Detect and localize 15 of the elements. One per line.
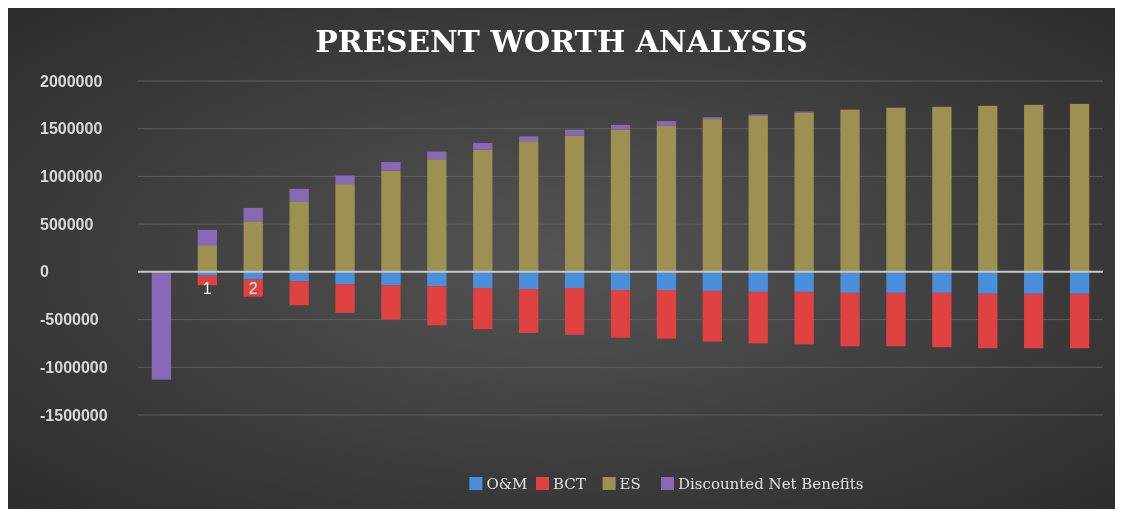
x-tick-label: 2 xyxy=(248,279,258,297)
legend-label: O&M xyxy=(486,475,528,493)
y-tick-label: -500000 xyxy=(40,311,99,329)
y-tick-label: 1000000 xyxy=(40,168,103,186)
y-tick-label: 0 xyxy=(40,263,49,281)
y-tick-label: 2000000 xyxy=(40,72,103,90)
chart-title: PRESENT WORTH ANALYSIS xyxy=(315,24,808,59)
y-tick-label: -1500000 xyxy=(40,406,108,424)
y-tick-label: 500000 xyxy=(40,215,94,233)
y-tick-label: -1000000 xyxy=(40,358,108,376)
y-tick-label: 1500000 xyxy=(40,120,103,138)
legend-label: BCT xyxy=(553,475,586,493)
x-tick-label: 1 xyxy=(202,279,212,297)
legend-label: ES xyxy=(619,475,641,493)
legend-label: Discounted Net Benefits xyxy=(678,475,864,493)
